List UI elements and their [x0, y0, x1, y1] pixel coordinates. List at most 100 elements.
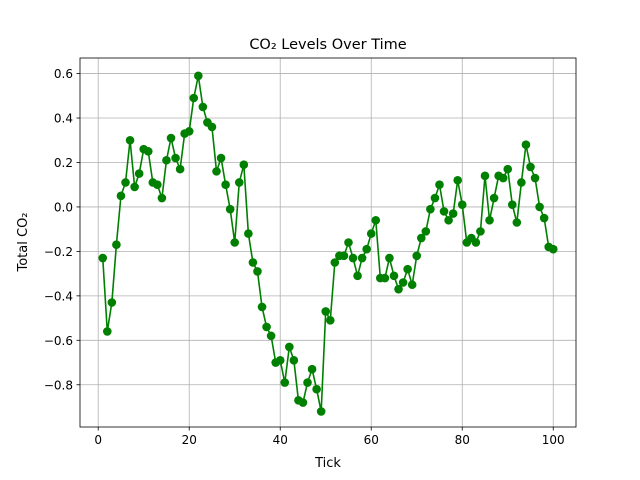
data-point: [307, 364, 317, 374]
x-tick-label: 100: [542, 433, 565, 447]
x-tick-label: 0: [94, 433, 102, 447]
data-point: [448, 209, 458, 218]
data-point: [357, 253, 367, 263]
data-point: [275, 356, 285, 365]
data-point: [112, 240, 121, 250]
data-point: [530, 173, 540, 183]
data-point: [412, 251, 422, 261]
data-point: [507, 200, 517, 210]
data-point: [234, 178, 244, 187]
data-point: [166, 133, 176, 143]
data-point: [362, 244, 371, 254]
data-point: [157, 193, 167, 203]
x-tick-label: 40: [273, 433, 288, 447]
data-point: [303, 378, 312, 387]
plot-frame: [79, 57, 577, 428]
data-point: [248, 258, 258, 267]
data-point: [330, 258, 340, 267]
data-point: [385, 253, 394, 263]
y-tick-label: −0.6: [44, 334, 73, 348]
data-point: [285, 342, 294, 352]
data-point: [548, 244, 558, 254]
data-point: [344, 238, 353, 247]
data-point: [266, 331, 276, 341]
data-point: [485, 215, 494, 225]
data-point: [194, 71, 203, 81]
data-point: [407, 280, 417, 290]
data-point: [216, 153, 226, 163]
data-point: [162, 155, 171, 165]
data-point: [398, 278, 408, 287]
data-point: [280, 378, 290, 387]
y-tick-label: 0.4: [54, 112, 73, 126]
data-point: [262, 322, 271, 332]
data-point: [489, 193, 499, 203]
data-point: [175, 164, 185, 174]
data-point: [107, 298, 117, 307]
data-point: [366, 229, 376, 238]
data-point: [143, 147, 153, 156]
data-point: [125, 135, 135, 145]
data-point: [207, 122, 217, 132]
data-point: [212, 167, 221, 176]
data-point: [371, 215, 381, 225]
data-point: [421, 227, 431, 236]
y-axis-label: Total CO₂: [16, 212, 31, 272]
data-point: [453, 175, 462, 185]
x-tick-label: 20: [182, 433, 197, 447]
data-point: [153, 180, 162, 190]
data-point: [512, 218, 522, 227]
data-point: [325, 316, 335, 325]
y-tick-label: −0.2: [44, 245, 73, 259]
data-point: [244, 229, 253, 238]
data-point: [535, 202, 544, 212]
y-tick-label: 0.6: [54, 67, 73, 81]
grid: [80, 58, 576, 427]
y-tick-label: −0.4: [44, 289, 73, 303]
data-point: [394, 284, 403, 294]
x-tick-label: 60: [364, 433, 379, 447]
data-point: [171, 153, 180, 163]
data-point: [403, 264, 412, 274]
data-point: [225, 204, 235, 214]
data-point: [230, 238, 240, 247]
data-point: [253, 267, 262, 276]
data-point: [257, 302, 267, 312]
data-point: [316, 407, 326, 416]
data-point: [103, 327, 112, 336]
data-series: [98, 71, 558, 416]
data-point: [130, 182, 139, 192]
data-point: [526, 162, 535, 172]
data-point: [121, 178, 130, 187]
data-point: [430, 193, 440, 203]
data-point: [298, 398, 308, 407]
data-point: [98, 253, 108, 263]
data-point: [339, 251, 349, 261]
y-tick-label: 0.2: [54, 156, 73, 170]
data-point: [439, 207, 449, 216]
x-tick-label: 80: [455, 433, 470, 447]
y-tick-label: −0.8: [44, 378, 73, 392]
y-tick-label: 0.0: [54, 200, 73, 214]
x-axis-label: Tick: [314, 456, 341, 471]
data-point: [517, 178, 526, 187]
data-point: [416, 233, 426, 243]
data-point: [498, 173, 508, 183]
data-point: [476, 227, 485, 236]
data-point: [457, 200, 467, 210]
x-axis: 0 20 40 60 80 100: [94, 427, 565, 447]
data-point: [521, 140, 531, 149]
data-point: [116, 191, 126, 201]
data-point: [539, 213, 549, 223]
y-axis: 0.6 0.4 0.2 0.0 −0.2 −0.4 −0.6 −0.8: [44, 67, 80, 392]
data-point: [189, 93, 199, 103]
data-point: [312, 384, 321, 394]
data-point: [198, 102, 208, 112]
data-point: [239, 160, 249, 169]
data-point: [221, 180, 230, 190]
data-point: [134, 169, 144, 178]
data-point: [480, 171, 490, 181]
data-point: [426, 204, 435, 214]
data-point: [503, 164, 513, 174]
